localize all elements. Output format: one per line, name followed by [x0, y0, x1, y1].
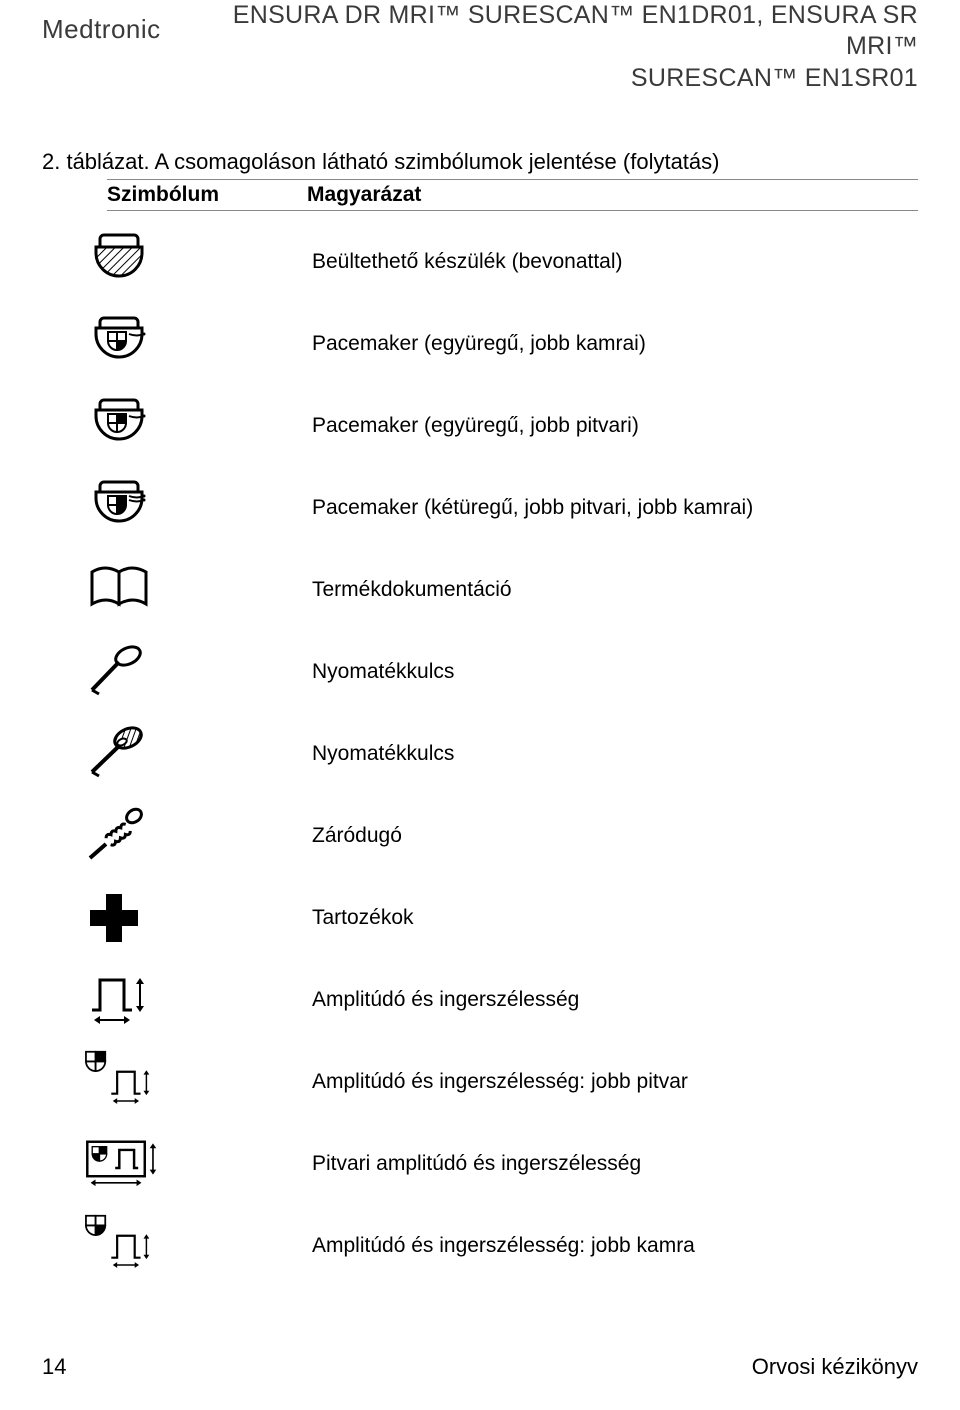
content-area: 2. táblázat. A csomagoláson látható szim… — [0, 94, 960, 1287]
torque-wrench-icon — [84, 642, 154, 702]
table-row: Beültethető készülék (bevonattal) — [42, 221, 918, 303]
table-row: Amplitúdó és ingerszélesség: jobb kamra — [42, 1205, 918, 1287]
symbol-cell — [42, 562, 162, 617]
table-row: Tartozékok — [42, 877, 918, 959]
book-title: Orvosi kézikönyv — [752, 1354, 918, 1380]
symbol-explain: Beültethető készülék (bevonattal) — [162, 250, 623, 274]
plus-icon — [84, 888, 144, 948]
atrial-amplitude-box-icon — [84, 1131, 162, 1196]
table-rows: Beültethető készülék (bevonattal) — [42, 211, 918, 1287]
symbol-explain: Termékdokumentáció — [162, 578, 512, 602]
th-symbol: Szimbólum — [107, 183, 307, 207]
symbol-explain: Pacemaker (együregű, jobb kamrai) — [162, 332, 646, 356]
symbol-cell — [42, 806, 162, 866]
page-footer: 14 Orvosi kézikönyv — [42, 1354, 918, 1380]
table-row: Pacemaker (együregű, jobb kamrai) — [42, 303, 918, 385]
symbol-explain: Pitvari amplitúdó és ingerszélesség — [162, 1152, 641, 1176]
pacemaker-dual-icon — [84, 478, 154, 538]
book-icon — [84, 562, 154, 617]
symbol-explain: Záródugó — [162, 824, 402, 848]
symbol-cell — [42, 314, 162, 374]
symbol-cell — [42, 888, 162, 948]
product-title-line2: SURESCAN™ EN1SR01 — [161, 63, 918, 94]
torque-wrench-hatched-icon — [84, 724, 154, 784]
table-header-row: Szimbólum Magyarázat — [107, 179, 918, 211]
symbol-explain: Pacemaker (kétüregű, jobb pitvari, jobb … — [162, 496, 753, 520]
symbol-cell — [42, 642, 162, 702]
table-row: Termékdokumentáció — [42, 549, 918, 631]
symbol-explain: Pacemaker (együregű, jobb pitvari) — [162, 414, 639, 438]
brand-name: Medtronic — [42, 0, 161, 45]
symbol-cell — [42, 724, 162, 784]
plug-icon — [84, 806, 154, 866]
symbol-cell — [42, 478, 162, 538]
table-row: Pacemaker (együregű, jobb pitvari) — [42, 385, 918, 467]
symbol-cell — [42, 1131, 162, 1196]
amplitude-pulsewidth-icon — [84, 970, 154, 1030]
symbol-cell — [42, 1213, 162, 1278]
symbol-explain: Nyomatékkulcs — [162, 660, 454, 684]
page-header: Medtronic ENSURA DR MRI™ SURESCAN™ EN1DR… — [0, 0, 960, 94]
amplitude-ra-icon — [84, 1049, 162, 1114]
table-row: Amplitúdó és ingerszélesség — [42, 959, 918, 1041]
symbol-explain: Amplitúdó és ingerszélesség — [162, 988, 579, 1012]
symbol-explain: Amplitúdó és ingerszélesség: jobb pitvar — [162, 1070, 688, 1094]
table-row: Záródugó — [42, 795, 918, 877]
symbol-explain: Amplitúdó és ingerszélesség: jobb kamra — [162, 1234, 695, 1258]
symbol-explain: Nyomatékkulcs — [162, 742, 454, 766]
table-row: Amplitúdó és ingerszélesség: jobb pitvar — [42, 1041, 918, 1123]
implant-device-icon — [84, 227, 154, 297]
symbol-cell — [42, 396, 162, 456]
product-title-line1: ENSURA DR MRI™ SURESCAN™ EN1DR01, ENSURA… — [161, 0, 918, 63]
symbol-cell — [42, 970, 162, 1030]
product-title: ENSURA DR MRI™ SURESCAN™ EN1DR01, ENSURA… — [161, 0, 918, 94]
table-row: Pitvari amplitúdó és ingerszélesség — [42, 1123, 918, 1205]
pacemaker-rv-icon — [84, 314, 154, 374]
page-number: 14 — [42, 1354, 66, 1380]
table-caption: 2. táblázat. A csomagoláson látható szim… — [42, 149, 918, 175]
symbol-explain: Tartozékok — [162, 906, 414, 930]
table-row: Nyomatékkulcs — [42, 713, 918, 795]
symbol-cell — [42, 227, 162, 297]
amplitude-rv-icon — [84, 1213, 162, 1278]
pacemaker-ra-icon — [84, 396, 154, 456]
th-explain: Magyarázat — [307, 183, 421, 207]
symbol-cell — [42, 1049, 162, 1114]
table-row: Pacemaker (kétüregű, jobb pitvari, jobb … — [42, 467, 918, 549]
table-row: Nyomatékkulcs — [42, 631, 918, 713]
